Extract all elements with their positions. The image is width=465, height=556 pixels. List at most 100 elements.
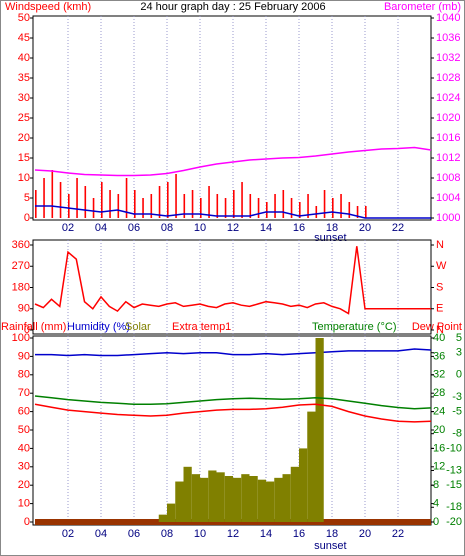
- bar: [191, 190, 194, 218]
- bar: [175, 174, 177, 218]
- bar: [257, 198, 260, 218]
- bar: [257, 479, 266, 522]
- y2-tick-label: W: [436, 260, 447, 272]
- bar: [323, 190, 326, 218]
- legend-temperature: Temperature (°C): [312, 321, 396, 333]
- x-tick-label: 02: [62, 528, 74, 540]
- y2-tick-label: 16: [433, 442, 445, 454]
- y2-tick-label: 28: [433, 387, 445, 399]
- bar: [216, 472, 225, 522]
- series-line: [34, 146, 432, 177]
- bar: [282, 474, 291, 522]
- bar: [315, 206, 318, 218]
- bar: [266, 481, 275, 522]
- bar: [241, 474, 250, 522]
- bar: [68, 194, 70, 218]
- legend-rainfall: Rainfall (mm): [1, 321, 66, 333]
- y-tick-label: 90: [18, 350, 30, 362]
- y-tick-label: 90: [18, 303, 30, 315]
- series-line: [35, 205, 431, 219]
- y2-tick-label: 12: [433, 461, 445, 473]
- bar: [307, 411, 316, 522]
- bar: [356, 206, 359, 218]
- bar: [191, 474, 200, 522]
- y-tick-label: 10: [18, 498, 30, 510]
- bar: [158, 186, 161, 218]
- y3-tick-label: -10: [446, 442, 462, 454]
- y-tick-label: 80: [18, 369, 30, 381]
- y2-tick-label: 0: [433, 516, 439, 528]
- x-tick-label: 20: [359, 528, 371, 540]
- bar: [167, 503, 176, 522]
- bar: [340, 194, 342, 218]
- y-tick-label: 30: [18, 461, 30, 473]
- bar: [216, 194, 219, 218]
- bar: [299, 202, 301, 218]
- y-tick-label: 40: [18, 52, 30, 64]
- bar: [142, 198, 144, 218]
- y2-tick-label: 1004: [436, 192, 460, 204]
- bar: [274, 194, 276, 218]
- bar: [290, 466, 299, 522]
- y3-tick-label: 0: [456, 369, 462, 381]
- bar: [266, 202, 268, 218]
- bar: [59, 182, 62, 218]
- bar: [175, 481, 184, 522]
- bar: [208, 186, 210, 218]
- x-tick-label: 04: [95, 528, 107, 540]
- y2-tick-label: N: [436, 239, 444, 251]
- y-tick-label: 10: [18, 172, 30, 184]
- bar: [348, 202, 351, 218]
- bar: [307, 194, 309, 218]
- x-tick-label: 22: [392, 222, 404, 234]
- y-tick-label: 0: [24, 324, 30, 336]
- y3-tick-label: 3: [456, 347, 462, 359]
- x-tick-label: 16: [293, 222, 305, 234]
- x-tick-label: 12: [227, 222, 239, 234]
- y2-axis-label: Barometer (mb): [384, 1, 461, 13]
- bar: [224, 198, 227, 218]
- y-tick-label: 60: [18, 406, 30, 418]
- y-tick-label: 30: [18, 92, 30, 104]
- y2-tick-label: 1024: [436, 92, 460, 104]
- bar: [200, 477, 209, 522]
- bar: [76, 178, 78, 218]
- bar: [365, 206, 367, 218]
- bar: [125, 178, 128, 218]
- y-tick-label: 5: [24, 192, 30, 204]
- y-tick-label: 15: [18, 152, 30, 164]
- x-tick-label: 04: [95, 222, 107, 234]
- x-tick-label: 12: [227, 528, 239, 540]
- y-tick-label: 360: [12, 239, 30, 251]
- y2-tick-label: 1028: [436, 72, 460, 84]
- bar: [274, 477, 283, 522]
- y2-tick-label: 4: [433, 498, 439, 510]
- y2-tick-label: 40: [433, 332, 445, 344]
- y2-tick-label: S: [436, 281, 443, 293]
- y2-tick-label: E: [436, 303, 443, 315]
- x-tick-label: 06: [128, 528, 140, 540]
- series-line: [34, 246, 431, 315]
- y-tick-label: 0: [24, 212, 30, 224]
- bar: [92, 198, 95, 218]
- series-line: [34, 395, 432, 410]
- x-tick-label: 18: [326, 528, 338, 540]
- x-tick-label: 08: [161, 528, 173, 540]
- y-tick-label: 40: [18, 442, 30, 454]
- y-tick-label: 0: [24, 516, 30, 528]
- y3-tick-label: 5: [456, 332, 462, 344]
- y-tick-label: 270: [12, 260, 30, 272]
- bar: [224, 476, 233, 522]
- bar: [117, 194, 120, 218]
- y3-tick-label: -18: [446, 501, 462, 513]
- legend-extra-temp: Extra temp1: [172, 321, 231, 333]
- bar: [51, 170, 54, 218]
- y2-tick-label: 1040: [436, 12, 460, 24]
- bar: [249, 194, 252, 218]
- bar: [233, 477, 242, 522]
- legend-humidity: Humidity (%): [67, 321, 130, 333]
- y-tick-label: 100: [12, 332, 30, 344]
- bar: [43, 178, 45, 218]
